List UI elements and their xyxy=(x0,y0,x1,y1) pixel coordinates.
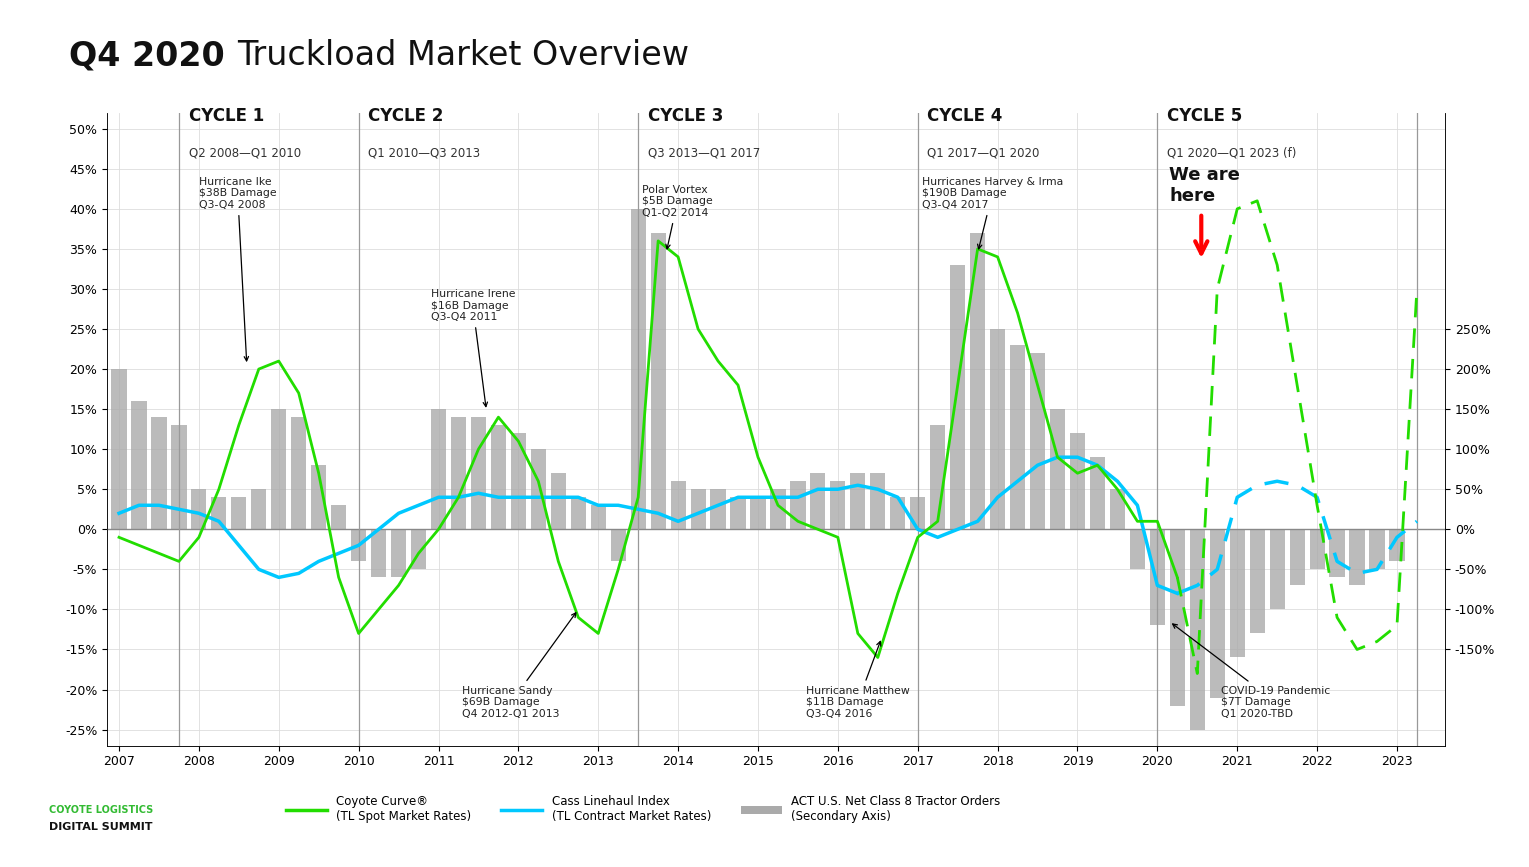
Bar xyxy=(372,530,387,577)
Text: Q1 2017—Q1 2020: Q1 2017—Q1 2020 xyxy=(927,147,1040,160)
Text: Q4 2020: Q4 2020 xyxy=(69,39,225,72)
Bar xyxy=(112,369,127,530)
Bar xyxy=(650,233,665,530)
Bar xyxy=(969,233,985,530)
Bar xyxy=(151,417,167,530)
Bar xyxy=(1330,530,1344,577)
Bar xyxy=(1289,530,1304,585)
Bar xyxy=(570,498,586,530)
Bar xyxy=(1190,530,1205,730)
Bar xyxy=(771,489,786,530)
Text: DIGITAL SUMMIT: DIGITAL SUMMIT xyxy=(49,822,153,832)
Bar xyxy=(1170,530,1185,706)
Text: CYCLE 2: CYCLE 2 xyxy=(368,107,443,125)
Text: Truckload Market Overview: Truckload Market Overview xyxy=(237,39,690,72)
Text: CYCLE 4: CYCLE 4 xyxy=(927,107,1003,125)
Bar xyxy=(910,498,925,530)
Text: CYCLE 3: CYCLE 3 xyxy=(648,107,723,125)
Bar xyxy=(1309,530,1324,570)
Text: CYCLE 1: CYCLE 1 xyxy=(188,107,263,125)
Bar xyxy=(1370,530,1385,570)
Text: Hurricane Matthew
$11B Damage
Q3-Q4 2016: Hurricane Matthew $11B Damage Q3-Q4 2016 xyxy=(806,642,910,719)
Bar xyxy=(950,265,965,530)
Bar xyxy=(471,417,486,530)
Text: Hurricanes Harvey & Irma
$190B Damage
Q3-Q4 2017: Hurricanes Harvey & Irma $190B Damage Q3… xyxy=(922,177,1063,249)
Bar xyxy=(391,530,407,577)
Bar xyxy=(352,530,367,561)
Text: Polar Vortex
$5B Damage
Q1-Q2 2014: Polar Vortex $5B Damage Q1-Q2 2014 xyxy=(642,185,713,249)
Bar xyxy=(211,498,226,530)
Bar xyxy=(191,489,206,530)
Bar xyxy=(171,425,187,530)
Text: Q2 2008—Q1 2010: Q2 2008—Q1 2010 xyxy=(188,147,301,160)
Text: Hurricane Irene
$16B Damage
Q3-Q4 2011: Hurricane Irene $16B Damage Q3-Q4 2011 xyxy=(431,289,515,407)
Bar xyxy=(1390,530,1405,561)
Bar xyxy=(810,473,826,530)
Text: We are
here: We are here xyxy=(1170,166,1240,205)
Bar xyxy=(1050,409,1066,530)
Bar xyxy=(1350,530,1364,585)
Bar xyxy=(1031,353,1046,530)
Bar xyxy=(1229,530,1245,657)
Bar xyxy=(271,409,286,530)
Bar xyxy=(610,530,625,561)
Text: COVID-19 Pandemic
$7T Damage
Q1 2020-TBD: COVID-19 Pandemic $7T Damage Q1 2020-TBD xyxy=(1173,624,1330,719)
Bar xyxy=(1209,530,1225,698)
Bar xyxy=(1130,530,1145,570)
Bar xyxy=(930,425,945,530)
Bar xyxy=(870,473,885,530)
Bar xyxy=(431,409,446,530)
Bar xyxy=(491,425,506,530)
Bar xyxy=(291,417,306,530)
Bar xyxy=(511,434,526,530)
Bar xyxy=(691,489,706,530)
Bar xyxy=(411,530,427,570)
Text: Hurricane Ike
$38B Damage
Q3-Q4 2008: Hurricane Ike $38B Damage Q3-Q4 2008 xyxy=(199,177,277,361)
Bar xyxy=(1090,457,1105,530)
Bar xyxy=(310,466,326,530)
Text: Q1 2020—Q1 2023 (f): Q1 2020—Q1 2023 (f) xyxy=(1167,147,1297,160)
Bar xyxy=(1110,489,1125,530)
Text: Q3 2013—Q1 2017: Q3 2013—Q1 2017 xyxy=(648,147,760,160)
Bar xyxy=(630,209,645,530)
Text: Q1 2010—Q3 2013: Q1 2010—Q3 2013 xyxy=(368,147,480,160)
Bar xyxy=(989,329,1005,530)
Text: Hurricane Sandy
$69B Damage
Q4 2012-Q1 2013: Hurricane Sandy $69B Damage Q4 2012-Q1 2… xyxy=(462,613,576,719)
Bar xyxy=(590,505,605,530)
Text: COYOTE LOGISTICS: COYOTE LOGISTICS xyxy=(49,805,153,815)
Bar xyxy=(131,401,147,530)
Bar xyxy=(231,498,246,530)
Bar xyxy=(550,473,566,530)
Bar xyxy=(451,417,466,530)
Bar xyxy=(671,481,685,530)
Bar xyxy=(251,489,266,530)
Bar xyxy=(890,498,905,530)
Bar xyxy=(1269,530,1284,610)
Text: CYCLE 5: CYCLE 5 xyxy=(1167,107,1242,125)
Bar xyxy=(830,481,846,530)
Bar xyxy=(731,498,746,530)
Bar xyxy=(1011,345,1024,530)
Bar xyxy=(751,498,766,530)
Bar xyxy=(1070,434,1086,530)
Bar xyxy=(790,481,806,530)
Bar xyxy=(332,505,346,530)
Bar xyxy=(711,489,726,530)
Bar xyxy=(1150,530,1165,625)
Bar xyxy=(531,449,546,530)
Bar xyxy=(850,473,865,530)
Bar xyxy=(1249,530,1264,634)
Legend: Coyote Curve®
(TL Spot Market Rates), Cass Linehaul Index
(TL Contract Market Ra: Coyote Curve® (TL Spot Market Rates), Ca… xyxy=(281,791,1006,828)
